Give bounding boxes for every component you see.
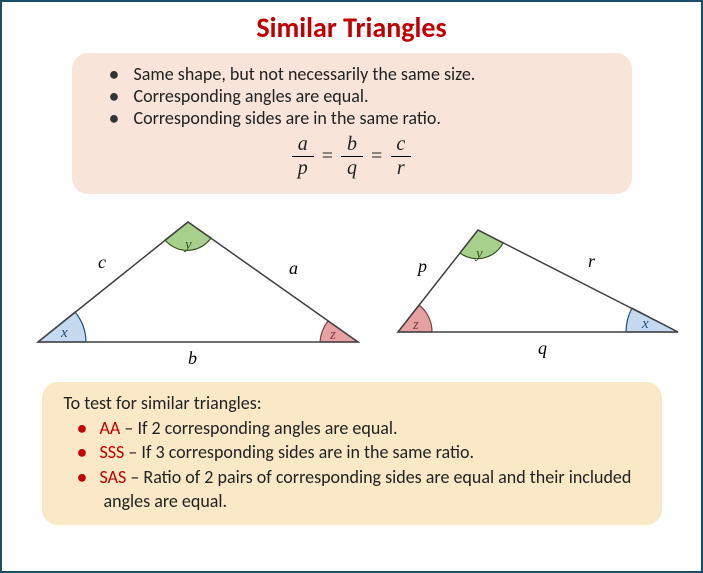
angle-y2: y: [474, 246, 483, 262]
side-c: c: [98, 252, 106, 272]
test-item: •SAS – Ratio of 2 pairs of corresponding…: [78, 465, 644, 514]
definition-box: Same shape, but not necessarily the same…: [72, 53, 632, 194]
triangle-diagrams: c a b x y z p r q z y x: [18, 202, 685, 382]
side-q: q: [538, 338, 547, 358]
triangle-left: c a b x y z: [18, 202, 388, 382]
page-title: Similar Triangles: [18, 10, 685, 45]
side-r: r: [588, 251, 596, 271]
angle-z2: z: [412, 317, 419, 333]
side-b: b: [188, 348, 197, 368]
angle-x: x: [60, 325, 68, 341]
angle-y: y: [183, 237, 192, 253]
angle-z: z: [329, 327, 336, 343]
side-p: p: [416, 256, 427, 276]
ratio-equation: ap = bq = cr: [102, 133, 602, 180]
angle-x2: x: [641, 316, 649, 332]
side-a: a: [289, 258, 298, 278]
definition-item: Corresponding angles are equal.: [110, 85, 602, 107]
tests-heading: To test for similar triangles:: [64, 392, 644, 414]
test-item: •AA – If 2 corresponding angles are equa…: [78, 416, 644, 440]
test-item: •SSS – If 3 corresponding sides are in t…: [78, 440, 644, 464]
tests-box: To test for similar triangles: •AA – If …: [42, 382, 662, 525]
definition-item: Corresponding sides are in the same rati…: [110, 107, 602, 129]
definition-item: Same shape, but not necessarily the same…: [110, 63, 602, 85]
triangle-right: p r q z y x: [388, 212, 698, 372]
